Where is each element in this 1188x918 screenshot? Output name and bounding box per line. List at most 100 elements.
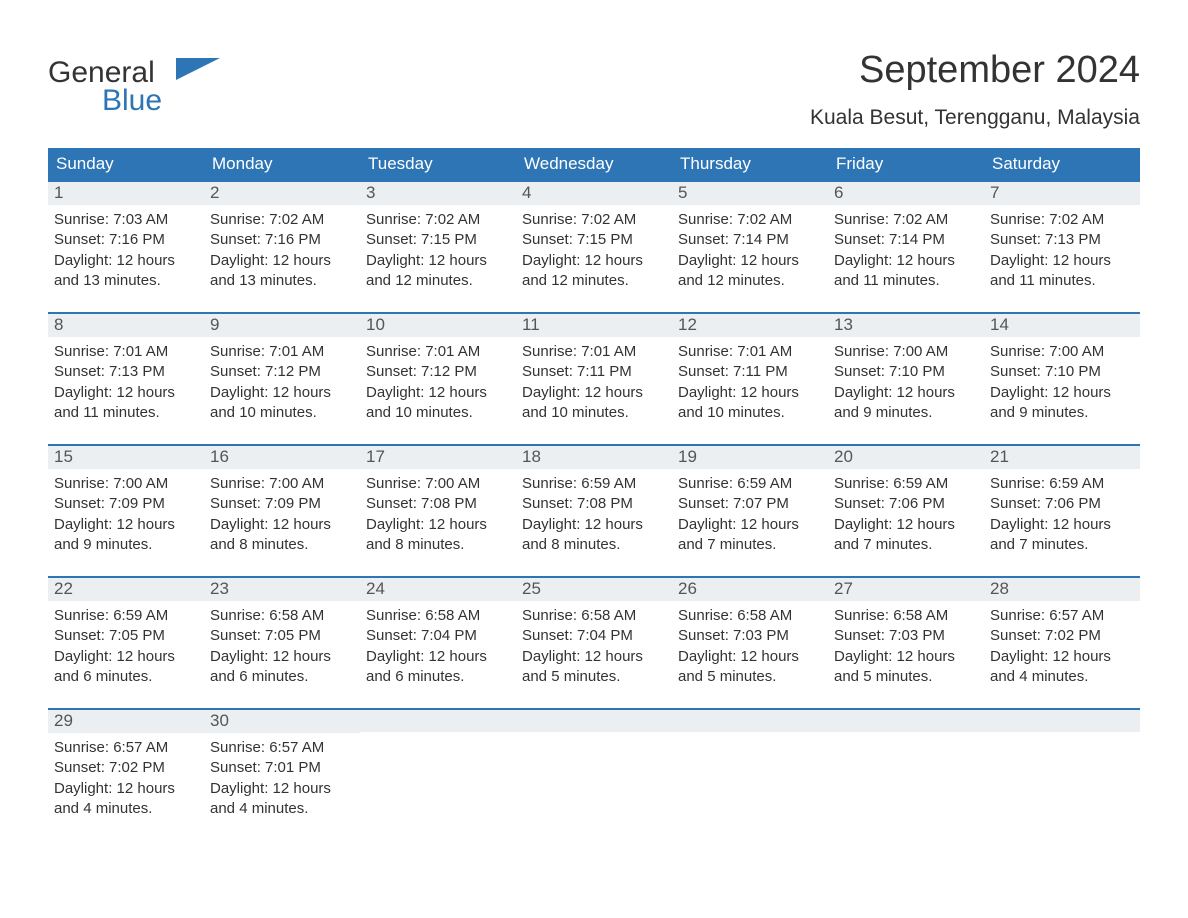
sunset-line: Sunset: 7:16 PM xyxy=(54,230,198,250)
sunrise-line: Sunrise: 7:01 AM xyxy=(522,342,666,362)
title-block: September 2024 Kuala Besut, Terengganu, … xyxy=(810,50,1140,142)
sunset-line: Sunset: 7:12 PM xyxy=(366,362,510,382)
day-cell: 29Sunrise: 6:57 AMSunset: 7:02 PMDayligh… xyxy=(48,710,204,826)
sunrise-line: Sunrise: 7:02 AM xyxy=(834,210,978,230)
daylight-line-1: Daylight: 12 hours xyxy=(54,779,198,799)
sunrise-line: Sunrise: 7:02 AM xyxy=(522,210,666,230)
day-cell: 26Sunrise: 6:58 AMSunset: 7:03 PMDayligh… xyxy=(672,578,828,694)
daylight-line-2: and 8 minutes. xyxy=(210,535,354,555)
sunset-line: Sunset: 7:11 PM xyxy=(678,362,822,382)
daylight-line-2: and 4 minutes. xyxy=(210,799,354,819)
sunset-line: Sunset: 7:15 PM xyxy=(522,230,666,250)
header-row: General Blue September 2024 Kuala Besut,… xyxy=(48,50,1140,142)
sunrise-line: Sunrise: 7:02 AM xyxy=(366,210,510,230)
daylight-line-1: Daylight: 12 hours xyxy=(210,515,354,535)
sunrise-line: Sunrise: 6:58 AM xyxy=(210,606,354,626)
day-body: Sunrise: 7:02 AMSunset: 7:15 PMDaylight:… xyxy=(516,205,672,297)
day-number: 5 xyxy=(672,182,828,205)
day-body: Sunrise: 6:59 AMSunset: 7:05 PMDaylight:… xyxy=(48,601,204,693)
daylight-line-2: and 13 minutes. xyxy=(210,271,354,291)
day-cell: 21Sunrise: 6:59 AMSunset: 7:06 PMDayligh… xyxy=(984,446,1140,562)
day-body: Sunrise: 6:58 AMSunset: 7:03 PMDaylight:… xyxy=(672,601,828,693)
day-number: 17 xyxy=(360,446,516,469)
daylight-line-2: and 10 minutes. xyxy=(678,403,822,423)
day-cell: 8Sunrise: 7:01 AMSunset: 7:13 PMDaylight… xyxy=(48,314,204,430)
day-number xyxy=(516,710,672,732)
day-cell: 13Sunrise: 7:00 AMSunset: 7:10 PMDayligh… xyxy=(828,314,984,430)
daylight-line-2: and 12 minutes. xyxy=(366,271,510,291)
day-body: Sunrise: 7:01 AMSunset: 7:12 PMDaylight:… xyxy=(204,337,360,429)
day-number: 26 xyxy=(672,578,828,601)
sunset-line: Sunset: 7:08 PM xyxy=(366,494,510,514)
daylight-line-2: and 13 minutes. xyxy=(54,271,198,291)
day-number: 13 xyxy=(828,314,984,337)
day-number: 3 xyxy=(360,182,516,205)
daylight-line-1: Daylight: 12 hours xyxy=(834,647,978,667)
day-number: 2 xyxy=(204,182,360,205)
day-cell: 18Sunrise: 6:59 AMSunset: 7:08 PMDayligh… xyxy=(516,446,672,562)
daylight-line-1: Daylight: 12 hours xyxy=(366,647,510,667)
day-of-week-header: Sunday Monday Tuesday Wednesday Thursday… xyxy=(48,148,1140,180)
day-number: 14 xyxy=(984,314,1140,337)
daylight-line-1: Daylight: 12 hours xyxy=(678,383,822,403)
daylight-line-2: and 7 minutes. xyxy=(834,535,978,555)
dow-friday: Friday xyxy=(828,148,984,180)
logo-text-bottom: Blue xyxy=(102,86,162,116)
sunrise-line: Sunrise: 6:58 AM xyxy=(834,606,978,626)
day-body: Sunrise: 6:57 AMSunset: 7:01 PMDaylight:… xyxy=(204,733,360,825)
day-body: Sunrise: 6:57 AMSunset: 7:02 PMDaylight:… xyxy=(984,601,1140,693)
day-body: Sunrise: 7:01 AMSunset: 7:12 PMDaylight:… xyxy=(360,337,516,429)
day-cell xyxy=(360,710,516,826)
weeks-container: 1Sunrise: 7:03 AMSunset: 7:16 PMDaylight… xyxy=(48,180,1140,826)
day-body: Sunrise: 6:59 AMSunset: 7:08 PMDaylight:… xyxy=(516,469,672,561)
day-cell xyxy=(984,710,1140,826)
day-cell: 9Sunrise: 7:01 AMSunset: 7:12 PMDaylight… xyxy=(204,314,360,430)
day-number: 20 xyxy=(828,446,984,469)
day-body: Sunrise: 6:58 AMSunset: 7:05 PMDaylight:… xyxy=(204,601,360,693)
day-cell: 22Sunrise: 6:59 AMSunset: 7:05 PMDayligh… xyxy=(48,578,204,694)
sunrise-line: Sunrise: 6:58 AM xyxy=(678,606,822,626)
daylight-line-1: Daylight: 12 hours xyxy=(678,515,822,535)
day-number: 27 xyxy=(828,578,984,601)
sunrise-line: Sunrise: 6:59 AM xyxy=(522,474,666,494)
day-number xyxy=(360,710,516,732)
day-cell: 28Sunrise: 6:57 AMSunset: 7:02 PMDayligh… xyxy=(984,578,1140,694)
day-body: Sunrise: 7:01 AMSunset: 7:13 PMDaylight:… xyxy=(48,337,204,429)
sunrise-line: Sunrise: 7:01 AM xyxy=(210,342,354,362)
dow-monday: Monday xyxy=(204,148,360,180)
day-number: 8 xyxy=(48,314,204,337)
day-cell: 12Sunrise: 7:01 AMSunset: 7:11 PMDayligh… xyxy=(672,314,828,430)
day-body: Sunrise: 7:03 AMSunset: 7:16 PMDaylight:… xyxy=(48,205,204,297)
sunrise-line: Sunrise: 7:01 AM xyxy=(678,342,822,362)
sunset-line: Sunset: 7:03 PM xyxy=(678,626,822,646)
sunset-line: Sunset: 7:08 PM xyxy=(522,494,666,514)
day-number: 25 xyxy=(516,578,672,601)
daylight-line-1: Daylight: 12 hours xyxy=(990,383,1134,403)
sunrise-line: Sunrise: 7:00 AM xyxy=(54,474,198,494)
day-body: Sunrise: 6:58 AMSunset: 7:03 PMDaylight:… xyxy=(828,601,984,693)
sunrise-line: Sunrise: 7:01 AM xyxy=(54,342,198,362)
daylight-line-2: and 8 minutes. xyxy=(522,535,666,555)
page: General Blue September 2024 Kuala Besut,… xyxy=(0,0,1188,866)
day-number: 9 xyxy=(204,314,360,337)
daylight-line-1: Daylight: 12 hours xyxy=(834,383,978,403)
day-number: 23 xyxy=(204,578,360,601)
daylight-line-1: Daylight: 12 hours xyxy=(834,515,978,535)
sunrise-line: Sunrise: 6:59 AM xyxy=(990,474,1134,494)
day-cell: 27Sunrise: 6:58 AMSunset: 7:03 PMDayligh… xyxy=(828,578,984,694)
sunrise-line: Sunrise: 7:02 AM xyxy=(990,210,1134,230)
dow-thursday: Thursday xyxy=(672,148,828,180)
day-number: 4 xyxy=(516,182,672,205)
day-cell: 2Sunrise: 7:02 AMSunset: 7:16 PMDaylight… xyxy=(204,182,360,298)
day-number xyxy=(828,710,984,732)
daylight-line-1: Daylight: 12 hours xyxy=(54,515,198,535)
day-cell: 3Sunrise: 7:02 AMSunset: 7:15 PMDaylight… xyxy=(360,182,516,298)
daylight-line-2: and 11 minutes. xyxy=(54,403,198,423)
sunset-line: Sunset: 7:13 PM xyxy=(990,230,1134,250)
sunset-line: Sunset: 7:06 PM xyxy=(990,494,1134,514)
sunset-line: Sunset: 7:09 PM xyxy=(210,494,354,514)
daylight-line-1: Daylight: 12 hours xyxy=(210,383,354,403)
day-number: 30 xyxy=(204,710,360,733)
daylight-line-2: and 10 minutes. xyxy=(210,403,354,423)
day-cell xyxy=(828,710,984,826)
